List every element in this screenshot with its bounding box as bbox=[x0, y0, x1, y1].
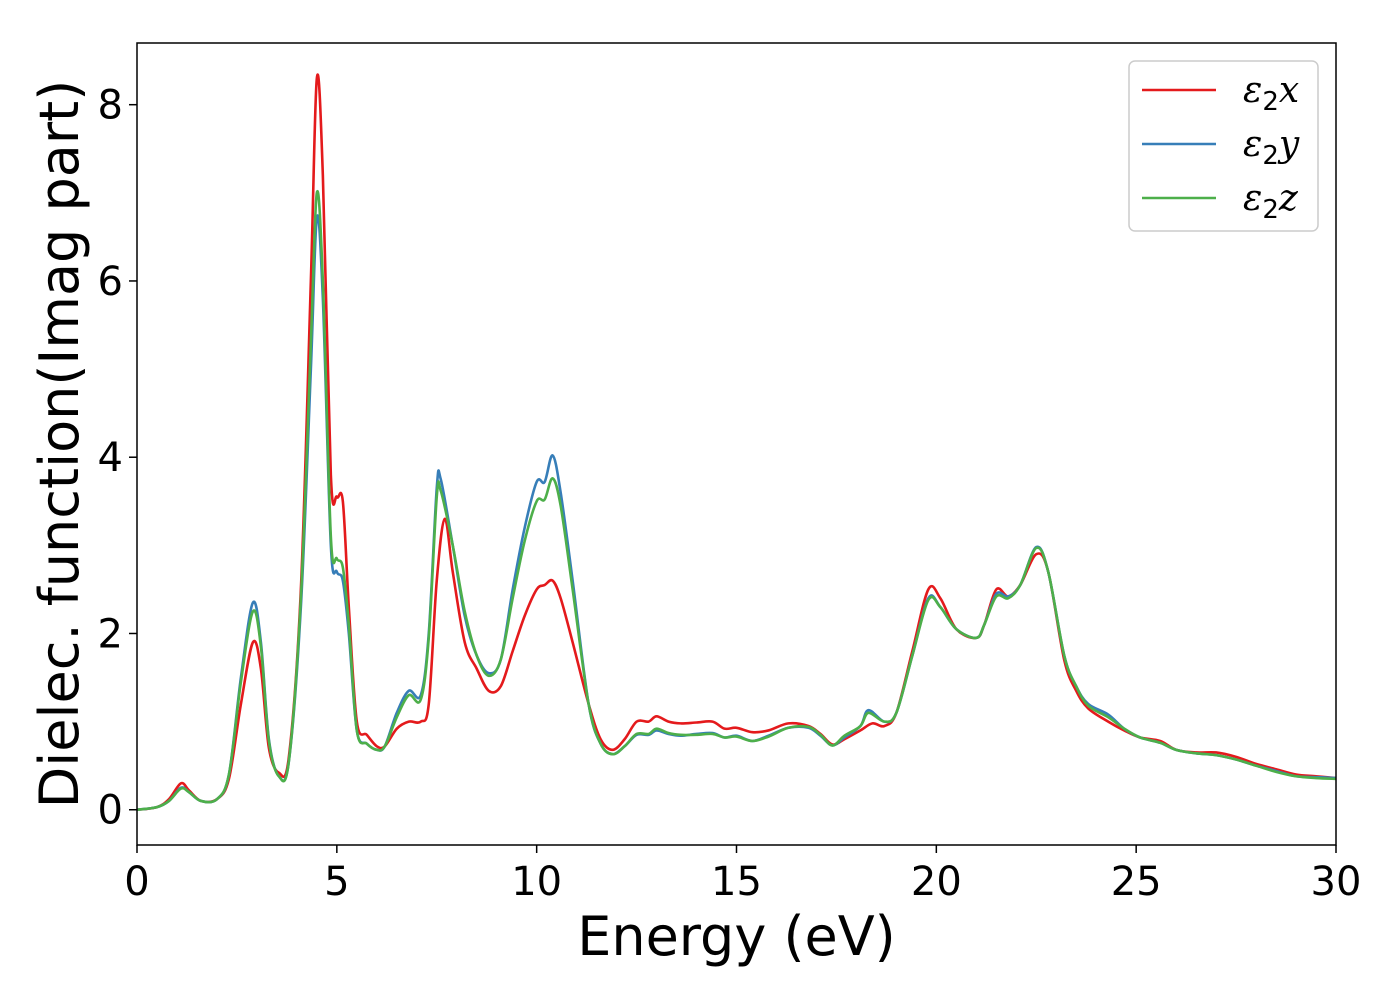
y-tick-label: 0 bbox=[98, 788, 123, 834]
legend-entry-y: ε2y bbox=[1243, 124, 1300, 171]
series-line-y bbox=[137, 214, 1336, 812]
x-tick-label: 25 bbox=[1111, 859, 1162, 905]
legend-subscript: 2 bbox=[1262, 195, 1279, 225]
legend-entry-z: ε2z bbox=[1243, 178, 1299, 225]
x-tick-label: 15 bbox=[711, 859, 762, 905]
y-tick-label: 8 bbox=[98, 83, 123, 129]
legend-component: z bbox=[1278, 178, 1299, 219]
series-layer bbox=[137, 73, 1336, 812]
legend-subscript: 2 bbox=[1262, 141, 1279, 171]
legend-symbol: ε bbox=[1243, 178, 1262, 219]
legend-subscript: 2 bbox=[1262, 87, 1279, 117]
x-tick-label: 20 bbox=[911, 859, 962, 905]
legend-component: y bbox=[1277, 124, 1300, 165]
y-axis-label: Dielec. function(Imag part) bbox=[28, 80, 91, 809]
legend-symbol: ε bbox=[1243, 124, 1262, 165]
series-line-z bbox=[137, 189, 1336, 812]
legend-entry-x: ε2x bbox=[1243, 70, 1299, 117]
legend-symbol: ε bbox=[1243, 70, 1262, 111]
x-axis-label: Energy (eV) bbox=[577, 905, 896, 968]
x-tick-label: 0 bbox=[124, 859, 149, 905]
y-tick-label: 2 bbox=[98, 611, 123, 657]
x-tick-label: 5 bbox=[324, 859, 349, 905]
y-tick-label: 4 bbox=[98, 435, 123, 481]
legend-box bbox=[1128, 60, 1319, 232]
x-axis: 0 5 10 15 20 25 30 bbox=[124, 845, 1361, 905]
legend-component: x bbox=[1279, 70, 1299, 111]
x-tick-label: 10 bbox=[511, 859, 562, 905]
y-tick-label: 6 bbox=[98, 259, 123, 305]
x-tick-label: 30 bbox=[1311, 859, 1362, 905]
y-axis: 0 2 4 6 8 bbox=[98, 83, 137, 834]
